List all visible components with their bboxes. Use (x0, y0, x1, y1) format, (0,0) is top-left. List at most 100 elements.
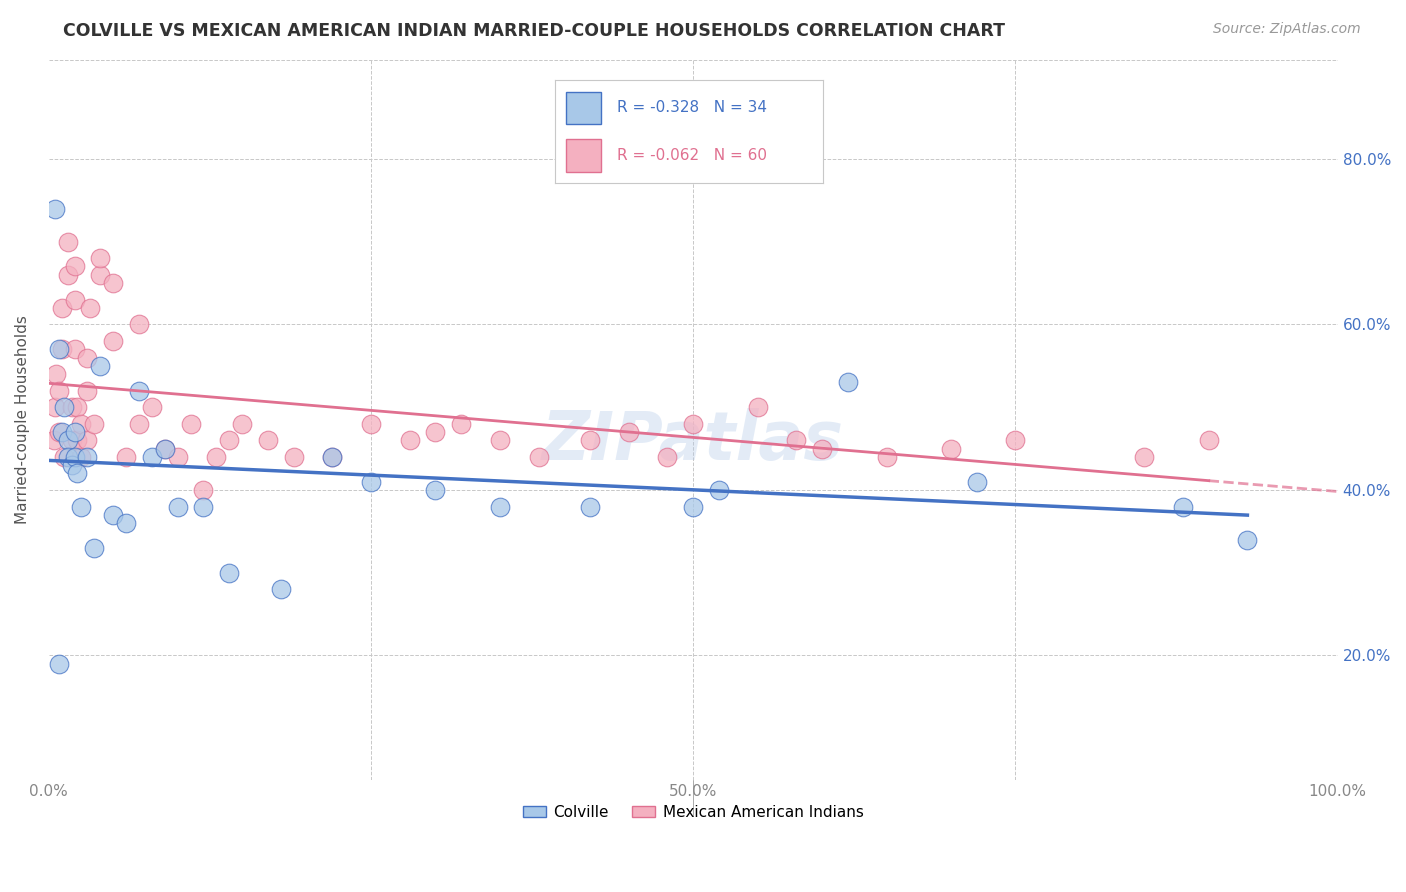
Point (425, 425, 447, 439)
Point (128, 417, 150, 431)
Text: R = -0.062   N = 60: R = -0.062 N = 60 (617, 148, 766, 162)
Point (193, 500, 215, 514)
Point (128, 384, 150, 398)
Point (42, 434, 65, 448)
Point (83, 417, 105, 431)
Point (103, 508, 125, 522)
Point (579, 434, 602, 448)
Point (70, 417, 93, 431)
Point (450, 417, 472, 431)
Point (103, 334, 125, 348)
Point (231, 417, 253, 431)
Y-axis label: Married-couple Households: Married-couple Households (15, 315, 30, 524)
Point (1198, 434, 1220, 448)
Point (966, 475, 988, 489)
Point (141, 450, 163, 464)
Point (1133, 450, 1156, 464)
Point (747, 400, 769, 414)
Point (837, 376, 859, 390)
Point (51, 301, 73, 315)
Point (76, 450, 98, 464)
Point (682, 417, 704, 431)
Point (153, 442, 176, 456)
Point (218, 434, 240, 448)
Point (1171, 500, 1194, 514)
Point (1004, 434, 1026, 448)
Point (489, 434, 512, 448)
Point (63, 425, 86, 439)
Point (153, 442, 176, 456)
Point (63, 293, 86, 307)
Point (63, 260, 86, 274)
Point (89, 268, 111, 282)
Point (48, 384, 70, 398)
Point (89, 251, 111, 265)
Text: R = -0.328   N = 34: R = -0.328 N = 34 (617, 101, 766, 115)
Point (45, 367, 67, 381)
Point (48, 343, 70, 357)
Point (166, 450, 188, 464)
Point (489, 500, 512, 514)
Point (811, 442, 834, 456)
Point (76, 384, 98, 398)
Text: Source: ZipAtlas.com: Source: ZipAtlas.com (1213, 22, 1361, 37)
Point (617, 425, 640, 439)
Point (66, 400, 89, 414)
Point (360, 475, 382, 489)
Point (60, 434, 83, 448)
Point (939, 442, 962, 456)
Point (205, 450, 228, 464)
Point (218, 566, 240, 580)
Point (527, 450, 550, 464)
Point (56, 434, 79, 448)
Point (360, 417, 382, 431)
Point (682, 500, 704, 514)
Point (76, 351, 98, 365)
Point (56, 450, 79, 464)
Point (76, 434, 98, 448)
Point (44, 400, 66, 414)
Point (321, 450, 343, 464)
Point (579, 500, 602, 514)
Point (66, 434, 89, 448)
Point (193, 483, 215, 497)
Point (657, 450, 679, 464)
Point (707, 483, 730, 497)
Point (70, 500, 93, 514)
Point (876, 450, 898, 464)
Point (53, 400, 76, 414)
Point (89, 359, 111, 373)
Point (270, 582, 292, 597)
Point (398, 434, 420, 448)
Point (103, 276, 125, 290)
Point (63, 343, 86, 357)
Point (257, 434, 280, 448)
Point (785, 434, 807, 448)
Point (56, 235, 79, 249)
Point (166, 500, 188, 514)
Point (83, 541, 105, 555)
Point (60, 458, 83, 472)
Point (60, 400, 83, 414)
Point (48, 425, 70, 439)
Point (1236, 533, 1258, 547)
Text: ZIPatlas: ZIPatlas (543, 409, 844, 475)
Point (56, 268, 79, 282)
Point (66, 467, 89, 481)
Legend: Colville, Mexican American Indians: Colville, Mexican American Indians (517, 798, 869, 826)
Point (115, 450, 138, 464)
Point (63, 450, 86, 464)
Point (79, 301, 101, 315)
Point (321, 450, 343, 464)
Point (53, 450, 76, 464)
FancyBboxPatch shape (567, 92, 600, 124)
Point (48, 657, 70, 671)
Point (283, 450, 305, 464)
Point (44, 202, 66, 216)
Point (128, 318, 150, 332)
Point (425, 483, 447, 497)
FancyBboxPatch shape (567, 139, 600, 171)
Point (51, 425, 73, 439)
Point (180, 417, 202, 431)
Point (115, 516, 138, 530)
